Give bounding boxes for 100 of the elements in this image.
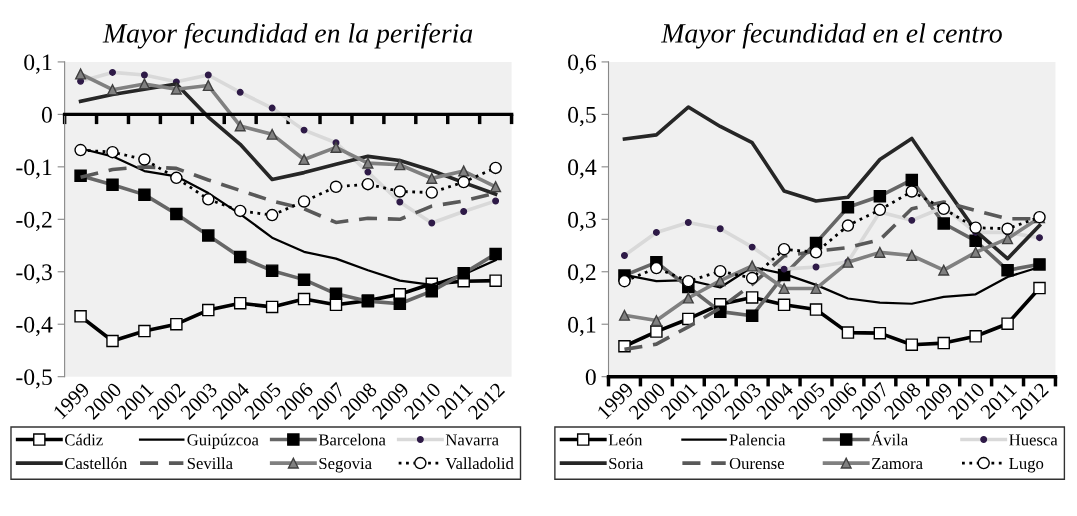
point	[361, 177, 375, 191]
point	[362, 157, 374, 169]
point	[873, 326, 887, 340]
point	[1001, 222, 1014, 235]
point	[650, 261, 663, 275]
point	[713, 264, 727, 278]
point	[937, 336, 950, 350]
legend-label: Castellón	[65, 457, 128, 470]
point	[170, 83, 182, 95]
point	[745, 271, 759, 285]
point	[74, 310, 87, 323]
y-tick-label: 0,4	[568, 159, 597, 179]
y-tick-label: 0,2	[568, 264, 596, 284]
point	[394, 159, 406, 171]
point	[874, 246, 886, 258]
point	[745, 291, 759, 304]
point	[489, 161, 502, 175]
point	[202, 303, 215, 317]
y-tick-label: 0,6	[568, 54, 596, 74]
point	[1001, 317, 1014, 330]
point	[233, 296, 247, 310]
point	[650, 314, 662, 327]
y-tick-label: -0,1	[16, 159, 52, 179]
point	[618, 274, 631, 288]
point	[810, 282, 822, 295]
point	[489, 274, 502, 287]
y-tick-label: -0,5	[16, 369, 52, 389]
point	[170, 171, 183, 185]
point	[202, 79, 214, 92]
point	[138, 78, 150, 90]
legend-label: Ourense	[729, 457, 785, 470]
point	[458, 165, 470, 177]
point	[778, 282, 790, 295]
point	[969, 221, 982, 234]
point	[202, 193, 215, 206]
point	[682, 274, 695, 288]
legend-label: León	[608, 433, 643, 446]
legend-label: Guipúzcoa	[187, 433, 259, 449]
point	[233, 204, 247, 218]
y-tick-label: 0	[41, 106, 52, 123]
legend-label: Valladolid	[445, 457, 514, 470]
y-tick-label: 0	[585, 369, 596, 386]
y-tick-label: -0,3	[16, 264, 52, 284]
point	[234, 120, 246, 132]
point	[457, 267, 470, 280]
point	[170, 317, 183, 331]
legend-label: Barcelona	[318, 433, 386, 446]
y-tick-label: -0,2	[16, 211, 52, 232]
point	[841, 326, 855, 339]
point	[905, 185, 919, 198]
y-tick-label: 0,5	[568, 106, 596, 127]
point	[329, 180, 343, 194]
legend-label: Ávila	[871, 431, 908, 446]
point	[106, 334, 119, 348]
point	[298, 153, 310, 166]
chart-title: Mayor fecundidad en la periferia	[102, 22, 473, 49]
point	[297, 292, 311, 306]
point	[297, 195, 311, 208]
legend-label: Navarra	[445, 434, 499, 446]
point	[809, 246, 823, 259]
legend-label: Huesca	[1009, 434, 1058, 446]
point	[330, 141, 342, 153]
point	[75, 68, 87, 80]
point	[809, 303, 823, 316]
point	[393, 185, 407, 198]
point	[969, 330, 982, 343]
point	[426, 172, 438, 184]
point	[1033, 281, 1046, 295]
point	[682, 312, 695, 326]
point	[106, 145, 119, 159]
chart-title: Mayor fecundidad en el centro	[660, 22, 1002, 49]
point	[970, 246, 982, 258]
point	[906, 249, 918, 262]
point	[873, 203, 887, 217]
y-tick-label: -0,4	[16, 316, 53, 337]
point	[777, 242, 791, 256]
point	[650, 325, 663, 338]
legend-label: Zamora	[871, 458, 923, 470]
point	[937, 202, 950, 216]
point	[746, 260, 758, 272]
point	[905, 338, 919, 351]
point	[457, 175, 470, 189]
y-tick-label: 0,3	[568, 211, 596, 232]
legend-label: Lugo	[1009, 458, 1044, 473]
point	[265, 208, 279, 222]
point	[138, 324, 151, 338]
point	[841, 219, 855, 232]
point	[777, 298, 791, 312]
y-tick-label: 0,1	[568, 316, 596, 337]
point	[265, 300, 279, 314]
legend-label: Soria	[609, 457, 644, 470]
y-tick-label: 0,1	[24, 54, 52, 74]
point	[74, 143, 87, 157]
legend-label: Segovia	[319, 457, 372, 473]
legend-label: Sevilla	[187, 457, 233, 470]
point	[938, 264, 950, 276]
point	[266, 128, 278, 140]
legend-label: Palencia	[729, 433, 786, 446]
point	[682, 292, 694, 304]
point	[618, 309, 631, 321]
